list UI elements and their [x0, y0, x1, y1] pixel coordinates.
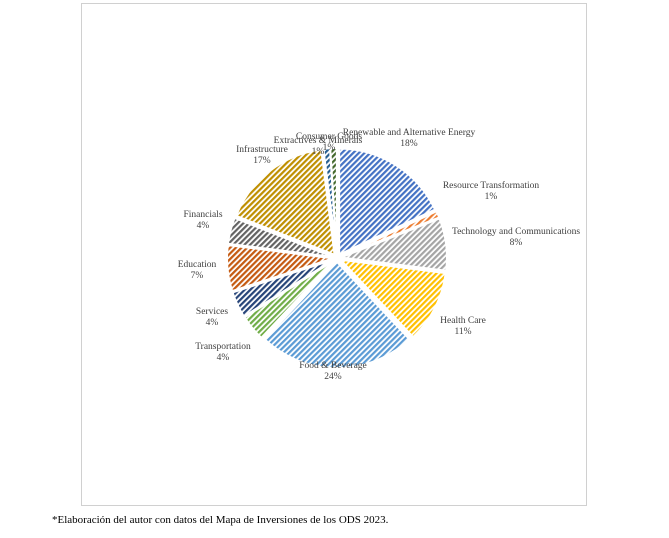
slice-value-transportation: 4% — [217, 353, 230, 363]
slice-value-infrastructure: 17% — [253, 156, 271, 166]
slice-label-health-care: Health Care — [440, 316, 486, 326]
pie-slice-transportation — [243, 259, 335, 340]
slice-value-financials: 4% — [197, 221, 210, 231]
pie-slice-infrastructure — [234, 148, 336, 257]
slice-label-food-and-beverage: Food & Beverage — [299, 361, 367, 371]
pie-slice-financials — [226, 216, 334, 258]
pie-slice-education — [226, 243, 334, 293]
slice-value-resource-transformation: 1% — [485, 192, 498, 202]
slice-value-consumer-goods: 1% — [323, 143, 336, 153]
slice-label-financials: Financials — [183, 210, 222, 220]
pie-slice-consumer-goods — [329, 147, 338, 255]
slice-label-technology-and-communications: Technology and Communications — [452, 227, 580, 237]
slice-label-infrastructure: Infrastructure — [236, 144, 288, 155]
pie-slice-food-and-beverage — [263, 260, 411, 369]
pie-slice-renewable-and-alternative-energy — [338, 147, 437, 257]
slice-label-renewable-and-alternative-energy: Renewable and Alternative Energy — [343, 128, 476, 138]
slice-value-food-and-beverage: 24% — [324, 372, 342, 382]
pie-slice-resource-transformation — [340, 209, 441, 258]
slice-label-extractives-and-minerals: Extractives & Minerals — [274, 136, 363, 146]
slice-value-services: 4% — [206, 318, 219, 328]
slice-label-services: Services — [196, 307, 228, 317]
chart-area: Renewable and Alternative Energy 18% Resou… — [81, 3, 587, 506]
slice-value-technology-and-communications: 8% — [510, 238, 523, 248]
slice-label-resource-transformation: Resource Transformation — [443, 180, 540, 191]
slices-layer — [226, 147, 448, 369]
slice-value-renewable-and-alternative-energy: 18% — [400, 139, 418, 149]
pie-slice-services — [231, 258, 334, 318]
slice-label-consumer-goods: Consumer Goods — [296, 132, 363, 142]
slice-label-education: Education — [178, 260, 217, 270]
chart-footnote: *Elaboración del autor con datos del Map… — [52, 514, 389, 526]
slice-value-extractives-and-minerals: 1% — [312, 147, 325, 157]
slice-value-education: 7% — [191, 271, 204, 281]
pie-slice-technology-and-communications — [340, 217, 448, 272]
slice-label-transportation: Transportation — [195, 342, 251, 352]
pie-slice-health-care — [337, 258, 447, 339]
slice-value-health-care: 11% — [454, 327, 471, 337]
